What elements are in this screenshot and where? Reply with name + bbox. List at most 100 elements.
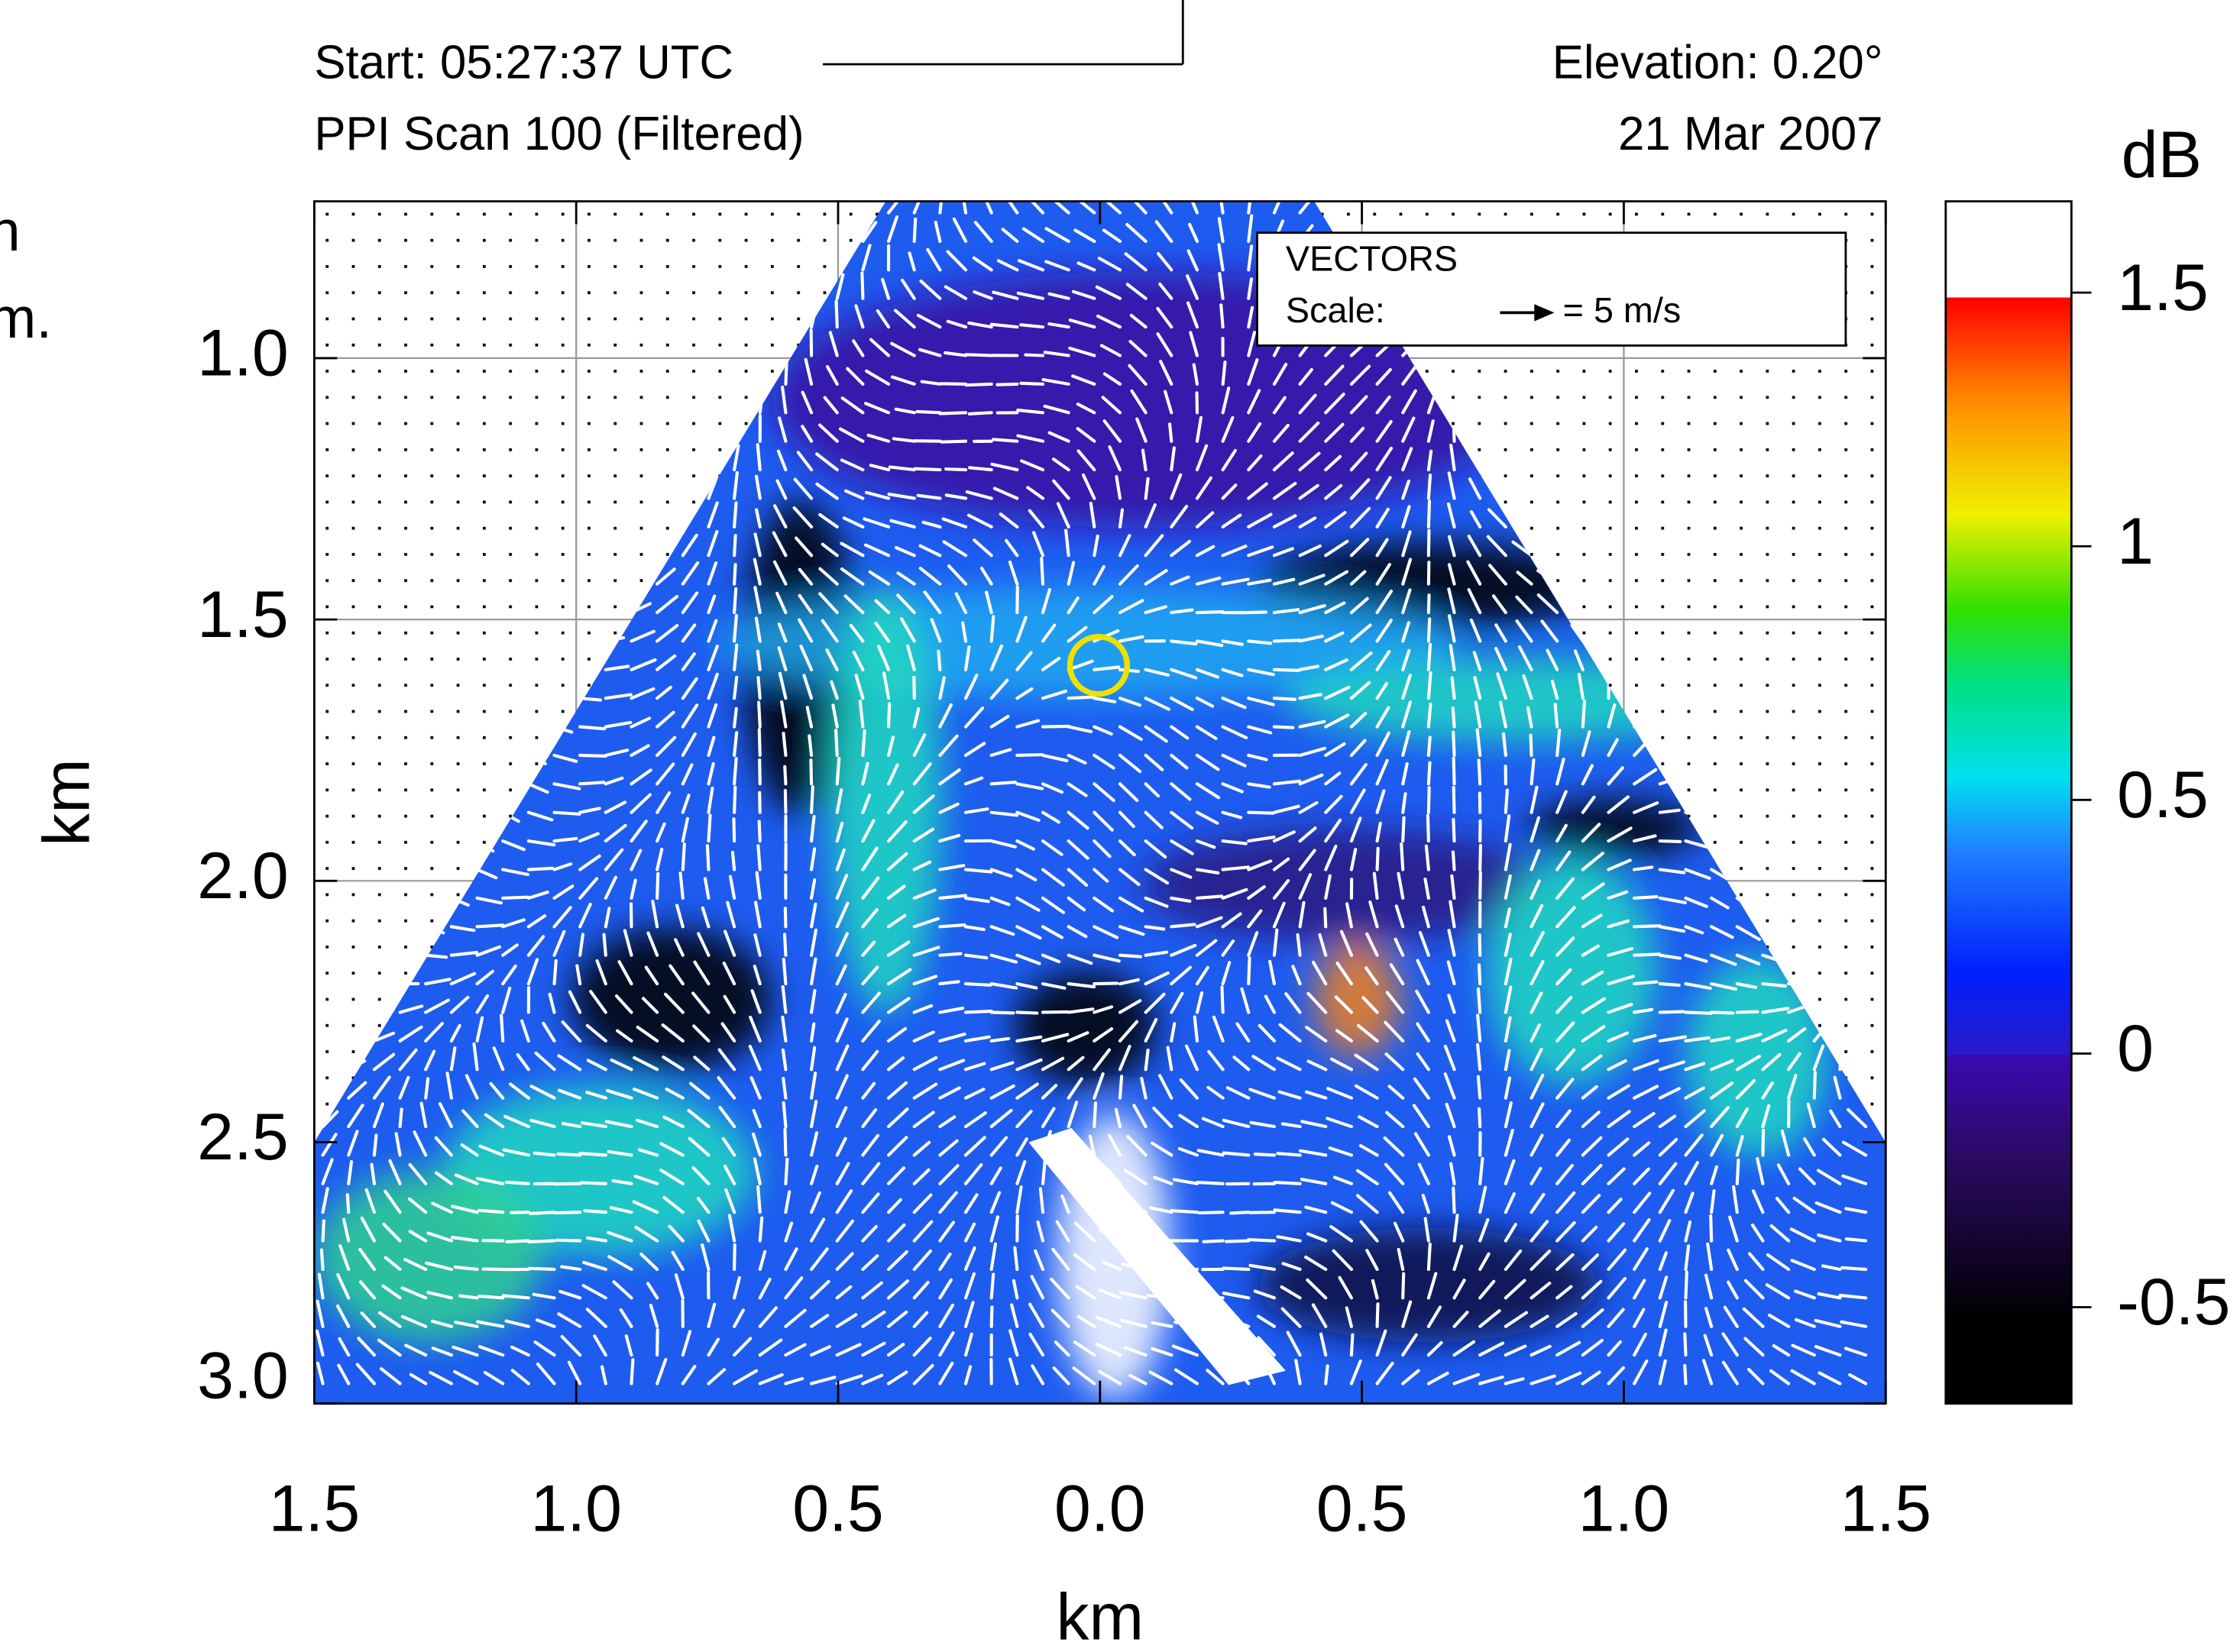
wind-vector	[1426, 449, 1433, 472]
wind-vector	[1769, 1369, 1791, 1385]
wind-vector	[659, 1169, 685, 1185]
wind-vector	[646, 931, 659, 957]
wind-vector	[1221, 448, 1237, 472]
wind-vector	[783, 907, 788, 929]
wind-vector	[1330, 1201, 1353, 1214]
wind-vector	[1298, 800, 1319, 814]
wind-vector	[1413, 1077, 1430, 1100]
wind-vector	[815, 452, 839, 472]
wind-vector	[629, 902, 633, 929]
wind-vector	[1264, 994, 1277, 1014]
wind-vector	[1015, 1082, 1039, 1100]
wind-vector	[585, 1308, 607, 1328]
wind-vector	[1426, 761, 1432, 786]
wind-vector	[1186, 301, 1199, 329]
wind-vector	[1721, 1360, 1739, 1385]
wind-vector	[1401, 447, 1413, 472]
wind-vector	[1555, 968, 1572, 986]
wind-vector	[1273, 1208, 1302, 1214]
wind-vector	[1118, 925, 1145, 936]
colorbar-tick-label: -0.5	[2117, 1266, 2230, 1339]
wind-vector	[1247, 885, 1266, 900]
wind-vector	[756, 844, 762, 871]
wind-vector	[1581, 795, 1596, 814]
wind-vector	[1195, 444, 1209, 472]
wind-vector	[1607, 1277, 1627, 1300]
wind-vector	[835, 1374, 863, 1385]
wind-vector	[1375, 681, 1389, 700]
wind-vector	[1840, 1320, 1868, 1328]
wind-vector	[1750, 1223, 1765, 1243]
wind-vector	[874, 599, 891, 615]
wind-vector	[1607, 738, 1619, 758]
wind-vector	[940, 439, 968, 444]
wind-vector	[938, 1007, 965, 1014]
wind-vector	[1092, 868, 1109, 883]
wind-vector	[1581, 913, 1603, 929]
wind-vector	[707, 735, 716, 758]
wind-vector	[1581, 823, 1601, 843]
wind-vector	[1019, 323, 1045, 329]
wind-vector	[942, 540, 968, 558]
wind-vector	[1365, 1249, 1379, 1272]
wind-vector	[861, 1311, 886, 1328]
wind-vector	[864, 402, 891, 415]
wind-vector	[1076, 427, 1096, 443]
wind-vector	[894, 407, 916, 415]
wind-vector	[835, 273, 845, 300]
wind-vector	[604, 693, 633, 700]
wind-vector	[1144, 1266, 1173, 1272]
wind-vector	[321, 1158, 334, 1185]
wind-vector	[1028, 1332, 1045, 1357]
wind-vector	[526, 891, 549, 900]
wind-vector	[1555, 1340, 1581, 1357]
wind-vector	[1041, 623, 1057, 643]
wind-vector	[678, 871, 685, 900]
wind-vector	[1015, 687, 1034, 700]
wind-vector	[1247, 956, 1251, 986]
wind-vector	[558, 1289, 582, 1300]
wind-vector	[1145, 1236, 1173, 1243]
wind-vector	[1555, 996, 1573, 1014]
wind-vector	[1349, 651, 1373, 671]
wind-vector	[1156, 306, 1173, 329]
wind-vector	[1298, 773, 1324, 786]
wind-vector	[1273, 1180, 1302, 1185]
wind-vector	[835, 1106, 848, 1129]
wind-vector	[581, 1121, 607, 1129]
wind-vector	[781, 984, 788, 1014]
wind-vector	[1195, 753, 1220, 771]
wind-vector	[1467, 534, 1482, 558]
wind-vector	[815, 482, 839, 500]
wind-vector	[1375, 619, 1393, 643]
wind-vector	[912, 1249, 932, 1272]
wind-vector	[1742, 1307, 1765, 1328]
wind-vector	[1324, 393, 1345, 415]
wind-vector	[963, 1136, 986, 1157]
wind-vector	[1151, 1321, 1173, 1328]
wind-vector	[1067, 561, 1076, 586]
wind-vector	[1221, 839, 1248, 845]
wind-vector	[707, 619, 718, 643]
wind-vector	[681, 816, 690, 843]
wind-vector	[1349, 1359, 1362, 1385]
wind-vector	[887, 735, 895, 758]
wind-vector	[1401, 621, 1411, 643]
wind-vector	[388, 1159, 402, 1185]
wind-vector	[864, 543, 891, 558]
wind-vector	[1016, 434, 1045, 443]
wind-vector	[979, 201, 993, 215]
wind-vector	[1306, 1059, 1328, 1072]
wind-vector	[501, 839, 526, 852]
wind-vector	[938, 1164, 960, 1185]
wind-vector	[1051, 457, 1070, 472]
wind-vector	[1170, 608, 1194, 615]
wind-vector	[894, 545, 916, 558]
y-tick-label: 2.5	[197, 1101, 289, 1174]
wind-vector	[1555, 1021, 1575, 1043]
x-axis-label: km	[1056, 1580, 1144, 1652]
wind-vector	[1345, 1306, 1353, 1328]
wind-vector	[1478, 1309, 1501, 1328]
wind-vector	[1177, 1295, 1199, 1300]
wind-vector	[1478, 1156, 1484, 1185]
